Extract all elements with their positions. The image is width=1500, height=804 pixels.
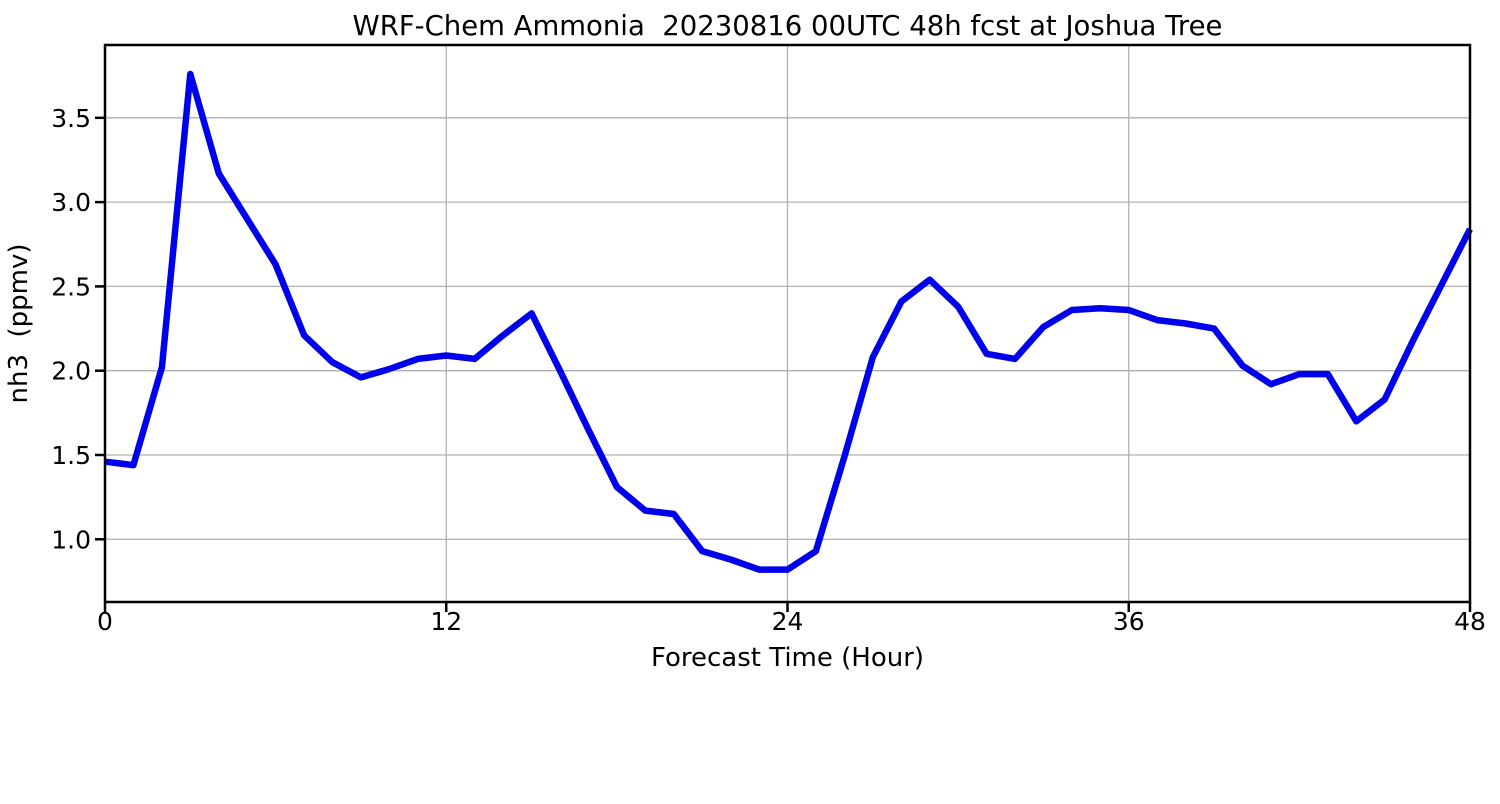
x-tick-label: 24 [772,607,804,636]
chart-title: WRF-Chem Ammonia 20230816 00UTC 48h fcst… [353,10,1223,42]
y-tick-label: 3.0 [51,188,91,217]
x-tick-label: 48 [1454,607,1486,636]
y-tick-label: 2.0 [51,357,91,386]
x-tick-label: 36 [1113,607,1145,636]
y-tick-label: 2.5 [51,272,91,301]
y-axis-label: nh3 (ppmv) [4,243,34,403]
plot-area: 0 12 24 36 48 1.0 1.5 2.0 2.5 3.0 3.5 [51,43,1486,636]
y-tick-label: 3.5 [51,104,91,133]
y-tick-label: 1.0 [51,525,91,554]
data-series-line [104,70,1473,573]
y-tick-label: 1.5 [51,441,91,470]
x-tick-label: 0 [97,607,113,636]
x-axis-label: Forecast Time (Hour) [651,643,924,673]
x-tick-label: 12 [430,607,462,636]
